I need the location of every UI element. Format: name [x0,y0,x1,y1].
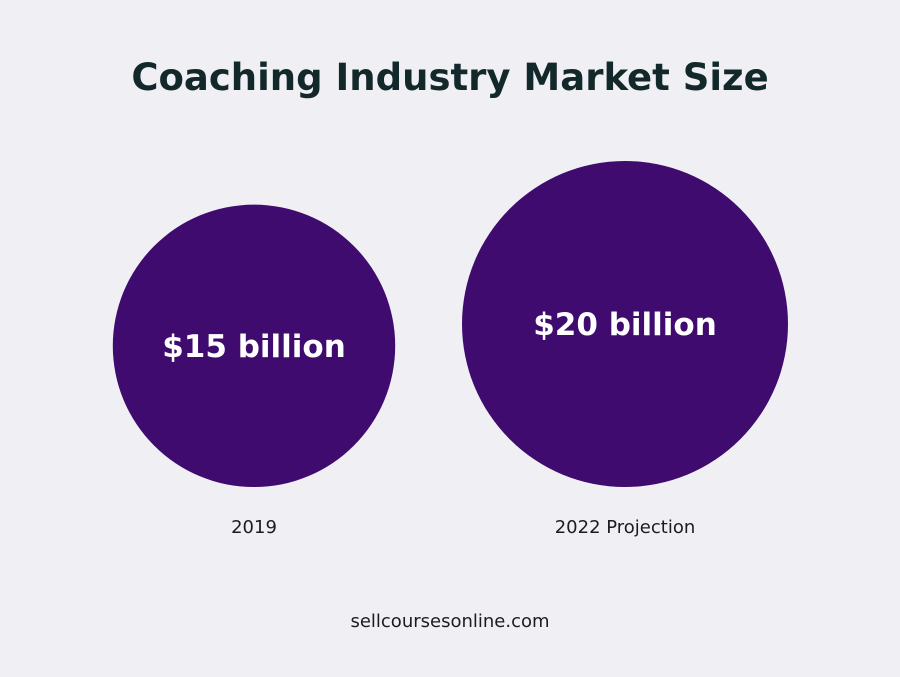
bubble-group: $15 billion 2019 $20 billion 2022 Projectio… [112,161,788,538]
bubble-value-label: $20 billion [533,307,717,343]
bubble-2019 [112,204,396,488]
source-footer: sellcoursesonline.com [350,611,549,632]
category-label: 2022 Projection [555,517,696,538]
category-label: 2019 [231,517,277,538]
bubble-value-label: $15 billion [162,329,346,365]
chart-title: Coaching Industry Market Size [131,56,768,99]
bubble-2022-projection [462,161,788,487]
